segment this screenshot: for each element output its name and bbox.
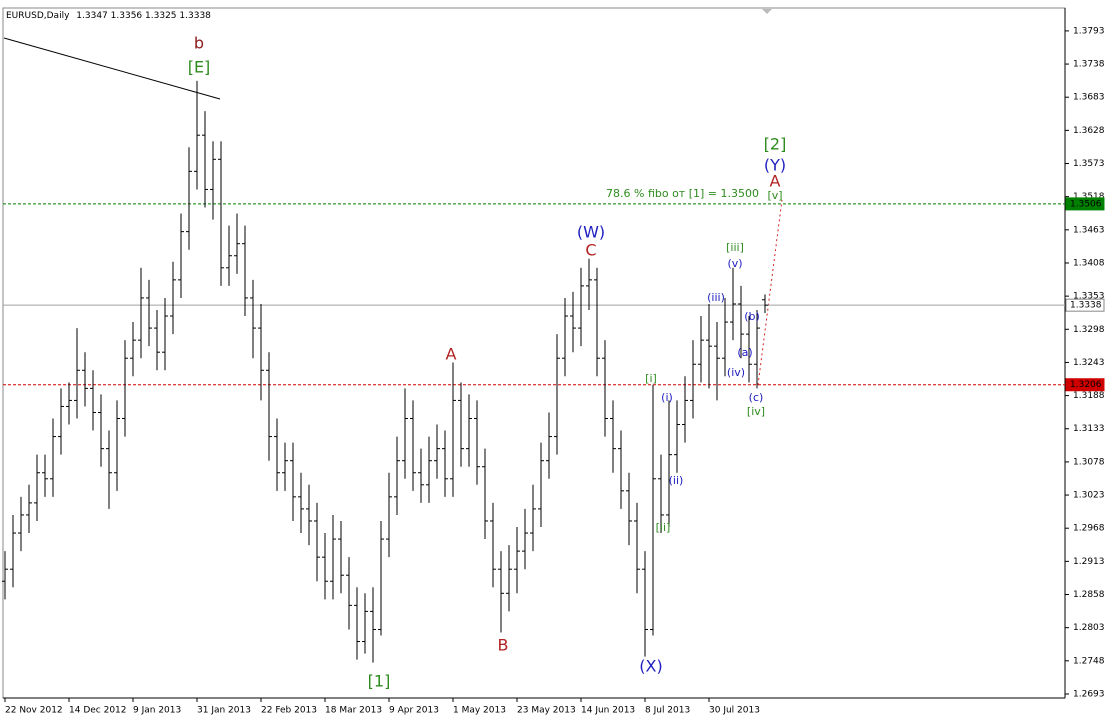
- x-tick-label: 31 Jan 2013: [197, 706, 251, 716]
- fibo-annotation: 78.6 % fibo от [1] = 1.3500: [606, 187, 759, 200]
- y-tick-label: 1.3188: [1073, 391, 1105, 401]
- y-tick-label: 1.3628: [1073, 126, 1105, 136]
- x-tick-label: 9 Jan 2013: [133, 706, 181, 716]
- wave-label: (i): [661, 391, 673, 404]
- wave-label: [E]: [188, 58, 211, 77]
- wave-label: (v): [727, 257, 742, 270]
- x-tick-label: 30 Jul 2013: [709, 706, 760, 716]
- y-tick-label: 1.2858: [1073, 590, 1105, 600]
- wave-label: [ii]: [656, 521, 671, 534]
- wave-label: C: [585, 241, 596, 260]
- x-tick-label: 22 Feb 2013: [261, 706, 317, 716]
- bars: [2, 80, 768, 663]
- trend-line: [3, 37, 221, 100]
- chart-header: EURUSD,Daily 1.3347 1.3356 1.3325 1.3338: [6, 11, 211, 21]
- y-tick-label: 1.3408: [1073, 258, 1105, 268]
- y-tick-label: 1.3243: [1073, 358, 1105, 368]
- price-level-label: 1.3338: [1070, 301, 1102, 311]
- y-tick-label: 1.3298: [1073, 325, 1105, 335]
- y-tick-label: 1.2968: [1073, 524, 1105, 534]
- wave-label: (iv): [727, 366, 745, 379]
- wave-label: (iii): [707, 291, 725, 304]
- wave-label: [iv]: [747, 405, 765, 418]
- shift-marker: [762, 9, 772, 14]
- price-level-box: [1065, 378, 1105, 392]
- wave-label: B: [498, 636, 509, 655]
- overlay: [3, 203, 1065, 386]
- wave-label: (c): [749, 391, 764, 404]
- x-tick-label: 1 May 2013: [453, 706, 506, 716]
- price-level-label: 1.3506: [1070, 199, 1102, 209]
- price-level-box: [1065, 298, 1105, 312]
- wave-label: b: [194, 34, 204, 53]
- y-tick-label: 1.3793: [1073, 26, 1105, 36]
- y-tick-label: 1.3683: [1073, 93, 1105, 103]
- y-tick-label: 1.3078: [1073, 457, 1105, 467]
- x-tick-label: 23 May 2013: [517, 706, 576, 716]
- price-level-label: 1.3206: [1070, 380, 1102, 390]
- wave-label: [v]: [767, 189, 782, 202]
- header-close: 1.3338: [179, 11, 211, 21]
- wave-label: A: [446, 345, 457, 364]
- y-tick-label: 1.2913: [1073, 557, 1105, 567]
- wave-label: [iii]: [726, 241, 744, 254]
- y-tick-label: 1.3353: [1073, 292, 1105, 302]
- x-tick-label: 14 Dec 2012: [69, 706, 127, 716]
- wave-label: A: [770, 172, 781, 191]
- y-tick-label: 1.2748: [1073, 656, 1105, 666]
- y-tick-label: 1.3463: [1073, 225, 1105, 235]
- wave-label: [2]: [764, 135, 787, 154]
- y-tick-label: 1.2693: [1073, 689, 1105, 699]
- header-open: 1.3347: [76, 11, 108, 21]
- y-tick-label: 1.3133: [1073, 424, 1105, 434]
- header-low: 1.3325: [145, 11, 177, 21]
- x-tick-label: 18 Mar 2013: [325, 706, 382, 716]
- x-tick-label: 9 Apr 2013: [389, 706, 439, 716]
- x-tick-label: 8 Jul 2013: [645, 706, 690, 716]
- wave-label: [1]: [368, 672, 391, 691]
- projection-line: [757, 199, 783, 386]
- x-tick-label: 14 Jun 2013: [581, 706, 635, 716]
- wave-label: (b): [744, 310, 760, 323]
- header-high: 1.3356: [111, 11, 143, 21]
- y-tick-label: 1.3518: [1073, 192, 1105, 202]
- wave-label: (W): [577, 223, 605, 242]
- y-tick-label: 1.3738: [1073, 60, 1105, 70]
- price-level-box: [1065, 197, 1105, 211]
- wave-label: (X): [639, 657, 662, 676]
- y-tick-label: 1.3573: [1073, 159, 1105, 169]
- wave-label: (ii): [669, 474, 684, 487]
- y-tick-label: 1.2803: [1073, 623, 1105, 633]
- wave-label: [i]: [645, 372, 657, 385]
- plot-frame: [2, 7, 1066, 699]
- y-tick-label: 1.3023: [1073, 491, 1105, 501]
- wave-label: (Y): [764, 156, 786, 175]
- x-tick-label: 22 Nov 2012: [5, 706, 63, 716]
- symbol: EURUSD,Daily: [6, 11, 70, 21]
- wave-label: (a): [737, 346, 752, 359]
